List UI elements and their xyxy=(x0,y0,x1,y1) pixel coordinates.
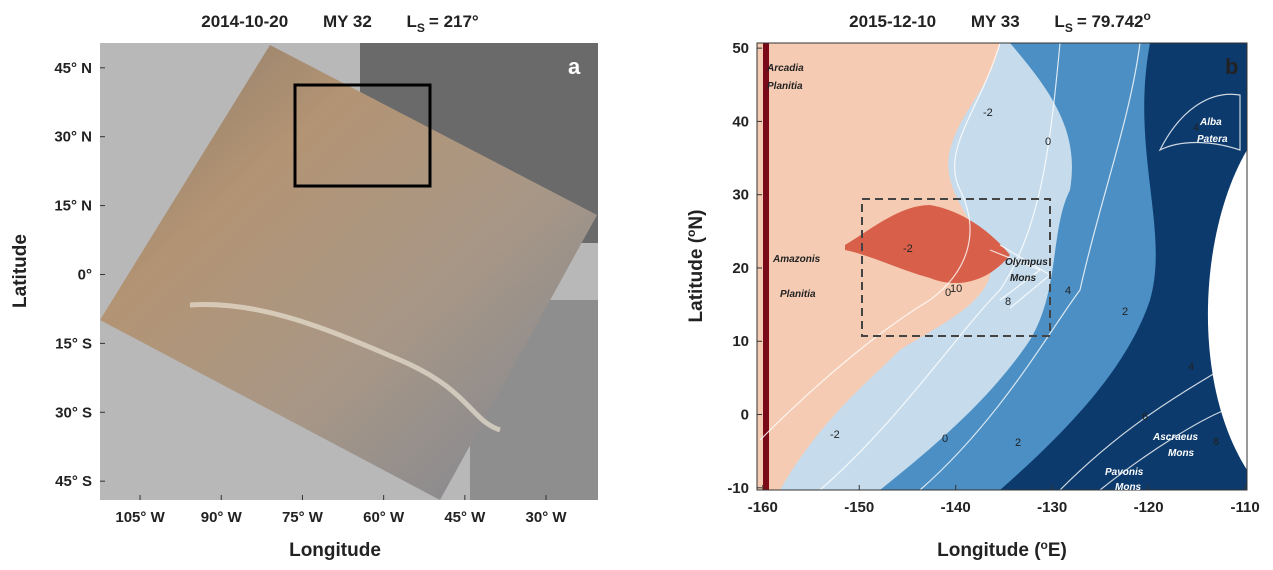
place-label: Mons xyxy=(1168,448,1195,459)
x-axis-label: Longitude xyxy=(289,540,381,561)
x-tick-label: -160 xyxy=(748,499,778,516)
x-tick-label: 75° W xyxy=(282,509,324,526)
y-label-degree: o xyxy=(684,230,698,237)
panel-title: 2014-10-20 MY 32 LS = 217° xyxy=(201,12,479,35)
x-tick-label: 30° W xyxy=(526,509,568,526)
y-label-text: Latitude ( xyxy=(686,236,707,322)
place-label: Arcadia xyxy=(766,63,804,74)
panel-letter: a xyxy=(568,54,581,79)
place-label: Planitia xyxy=(767,81,803,92)
y-tick-label: -10 xyxy=(727,480,749,497)
contour-label: 2 xyxy=(1015,437,1021,449)
contour-label: -2 xyxy=(983,107,993,119)
place-label: Ascraeus xyxy=(1152,432,1198,443)
y-axis-label: Latitude xyxy=(10,234,31,308)
contour-label: 8 xyxy=(1213,436,1219,448)
contour-label: 4 xyxy=(1188,361,1194,373)
x-tick-label: -110 xyxy=(1230,499,1259,516)
y-tick-label: 0° xyxy=(78,266,92,283)
contour-label: 4 xyxy=(1193,122,1199,134)
title-degree: o xyxy=(1143,9,1150,23)
title-ls-sub: S xyxy=(417,21,425,35)
title-date: 2015-12-10 xyxy=(849,12,936,31)
y-tick-label: 50 xyxy=(732,40,749,57)
x-tick-label: 90° W xyxy=(201,509,243,526)
panel-a: a 2014-10-20 MY 32 LS = 217° Longitude La… xyxy=(10,12,598,561)
x-tick-label: 105° W xyxy=(115,509,165,526)
title-ls: L xyxy=(407,12,417,31)
x-tick-label: -140 xyxy=(941,499,971,516)
place-label: Mons xyxy=(1115,482,1142,493)
x-tick-label: -150 xyxy=(844,499,874,516)
region-dark-red xyxy=(763,43,769,490)
place-label: Olympus xyxy=(1005,257,1048,268)
y-tick-label: 30° N xyxy=(54,129,92,146)
contour-label: 4 xyxy=(1065,285,1071,297)
contour-label: 8 xyxy=(1005,296,1011,308)
x-tick-label: 45° W xyxy=(444,509,486,526)
y-tick-label: 0 xyxy=(741,407,749,424)
title-year: MY 33 xyxy=(971,12,1020,31)
y-tick-label: 30° S xyxy=(55,404,92,421)
x-label-text: Longitude ( xyxy=(937,540,1041,561)
y-tick-label: 15° S xyxy=(55,335,92,352)
y-tick-label: 40 xyxy=(732,113,749,130)
title-ls-value: = 79.742 xyxy=(1077,12,1144,31)
y-tick-label: 20 xyxy=(732,260,749,277)
panel-title: 2015-12-10 MY 33 LS = 79.742o xyxy=(849,9,1151,35)
contour-label: 0 xyxy=(945,287,951,299)
x-tick-label: -130 xyxy=(1037,499,1067,516)
title-ls-value: = 217° xyxy=(429,12,479,31)
place-label: Alba xyxy=(1199,117,1222,128)
x-label-unit: E) xyxy=(1048,540,1067,561)
y-tick-label: 30 xyxy=(732,187,749,204)
contour-label: 10 xyxy=(950,283,962,295)
y-axis-label: Latitude (oN) xyxy=(684,210,707,323)
x-label-degree: o xyxy=(1041,538,1048,552)
figure: a 2014-10-20 MY 32 LS= 217° Longitude La… xyxy=(0,0,1273,565)
title-ls: L xyxy=(1054,12,1064,31)
contour-label: 0 xyxy=(942,433,948,445)
y-tick-label: 45° S xyxy=(55,473,92,490)
y-tick-label: 10 xyxy=(732,333,749,350)
contour-label: 0 xyxy=(1045,136,1051,148)
contour-label: -2 xyxy=(903,243,913,255)
contour-label: 2 xyxy=(1122,306,1128,318)
y-label-unit: N) xyxy=(686,210,707,230)
x-tick-label: 60° W xyxy=(363,509,405,526)
title-ls-sub: S xyxy=(1065,21,1073,35)
x-tick-label: -120 xyxy=(1134,499,1164,516)
y-tick-label: 15° N xyxy=(54,198,92,215)
place-label: Amazonis xyxy=(772,254,821,265)
title-date: 2014-10-20 xyxy=(201,12,288,31)
place-label: Pavonis xyxy=(1105,467,1144,478)
title-year: MY 32 xyxy=(323,12,372,31)
panel-letter: b xyxy=(1225,54,1238,79)
contour-label: -2 xyxy=(830,429,840,441)
place-label: Mons xyxy=(1010,273,1037,284)
contour-label: 6 xyxy=(1142,411,1148,423)
y-tick-label: 45° N xyxy=(54,60,92,77)
place-label: Patera xyxy=(1197,134,1228,145)
x-axis-label: Longitude (oE) xyxy=(937,538,1067,561)
place-label: Planitia xyxy=(780,289,816,300)
